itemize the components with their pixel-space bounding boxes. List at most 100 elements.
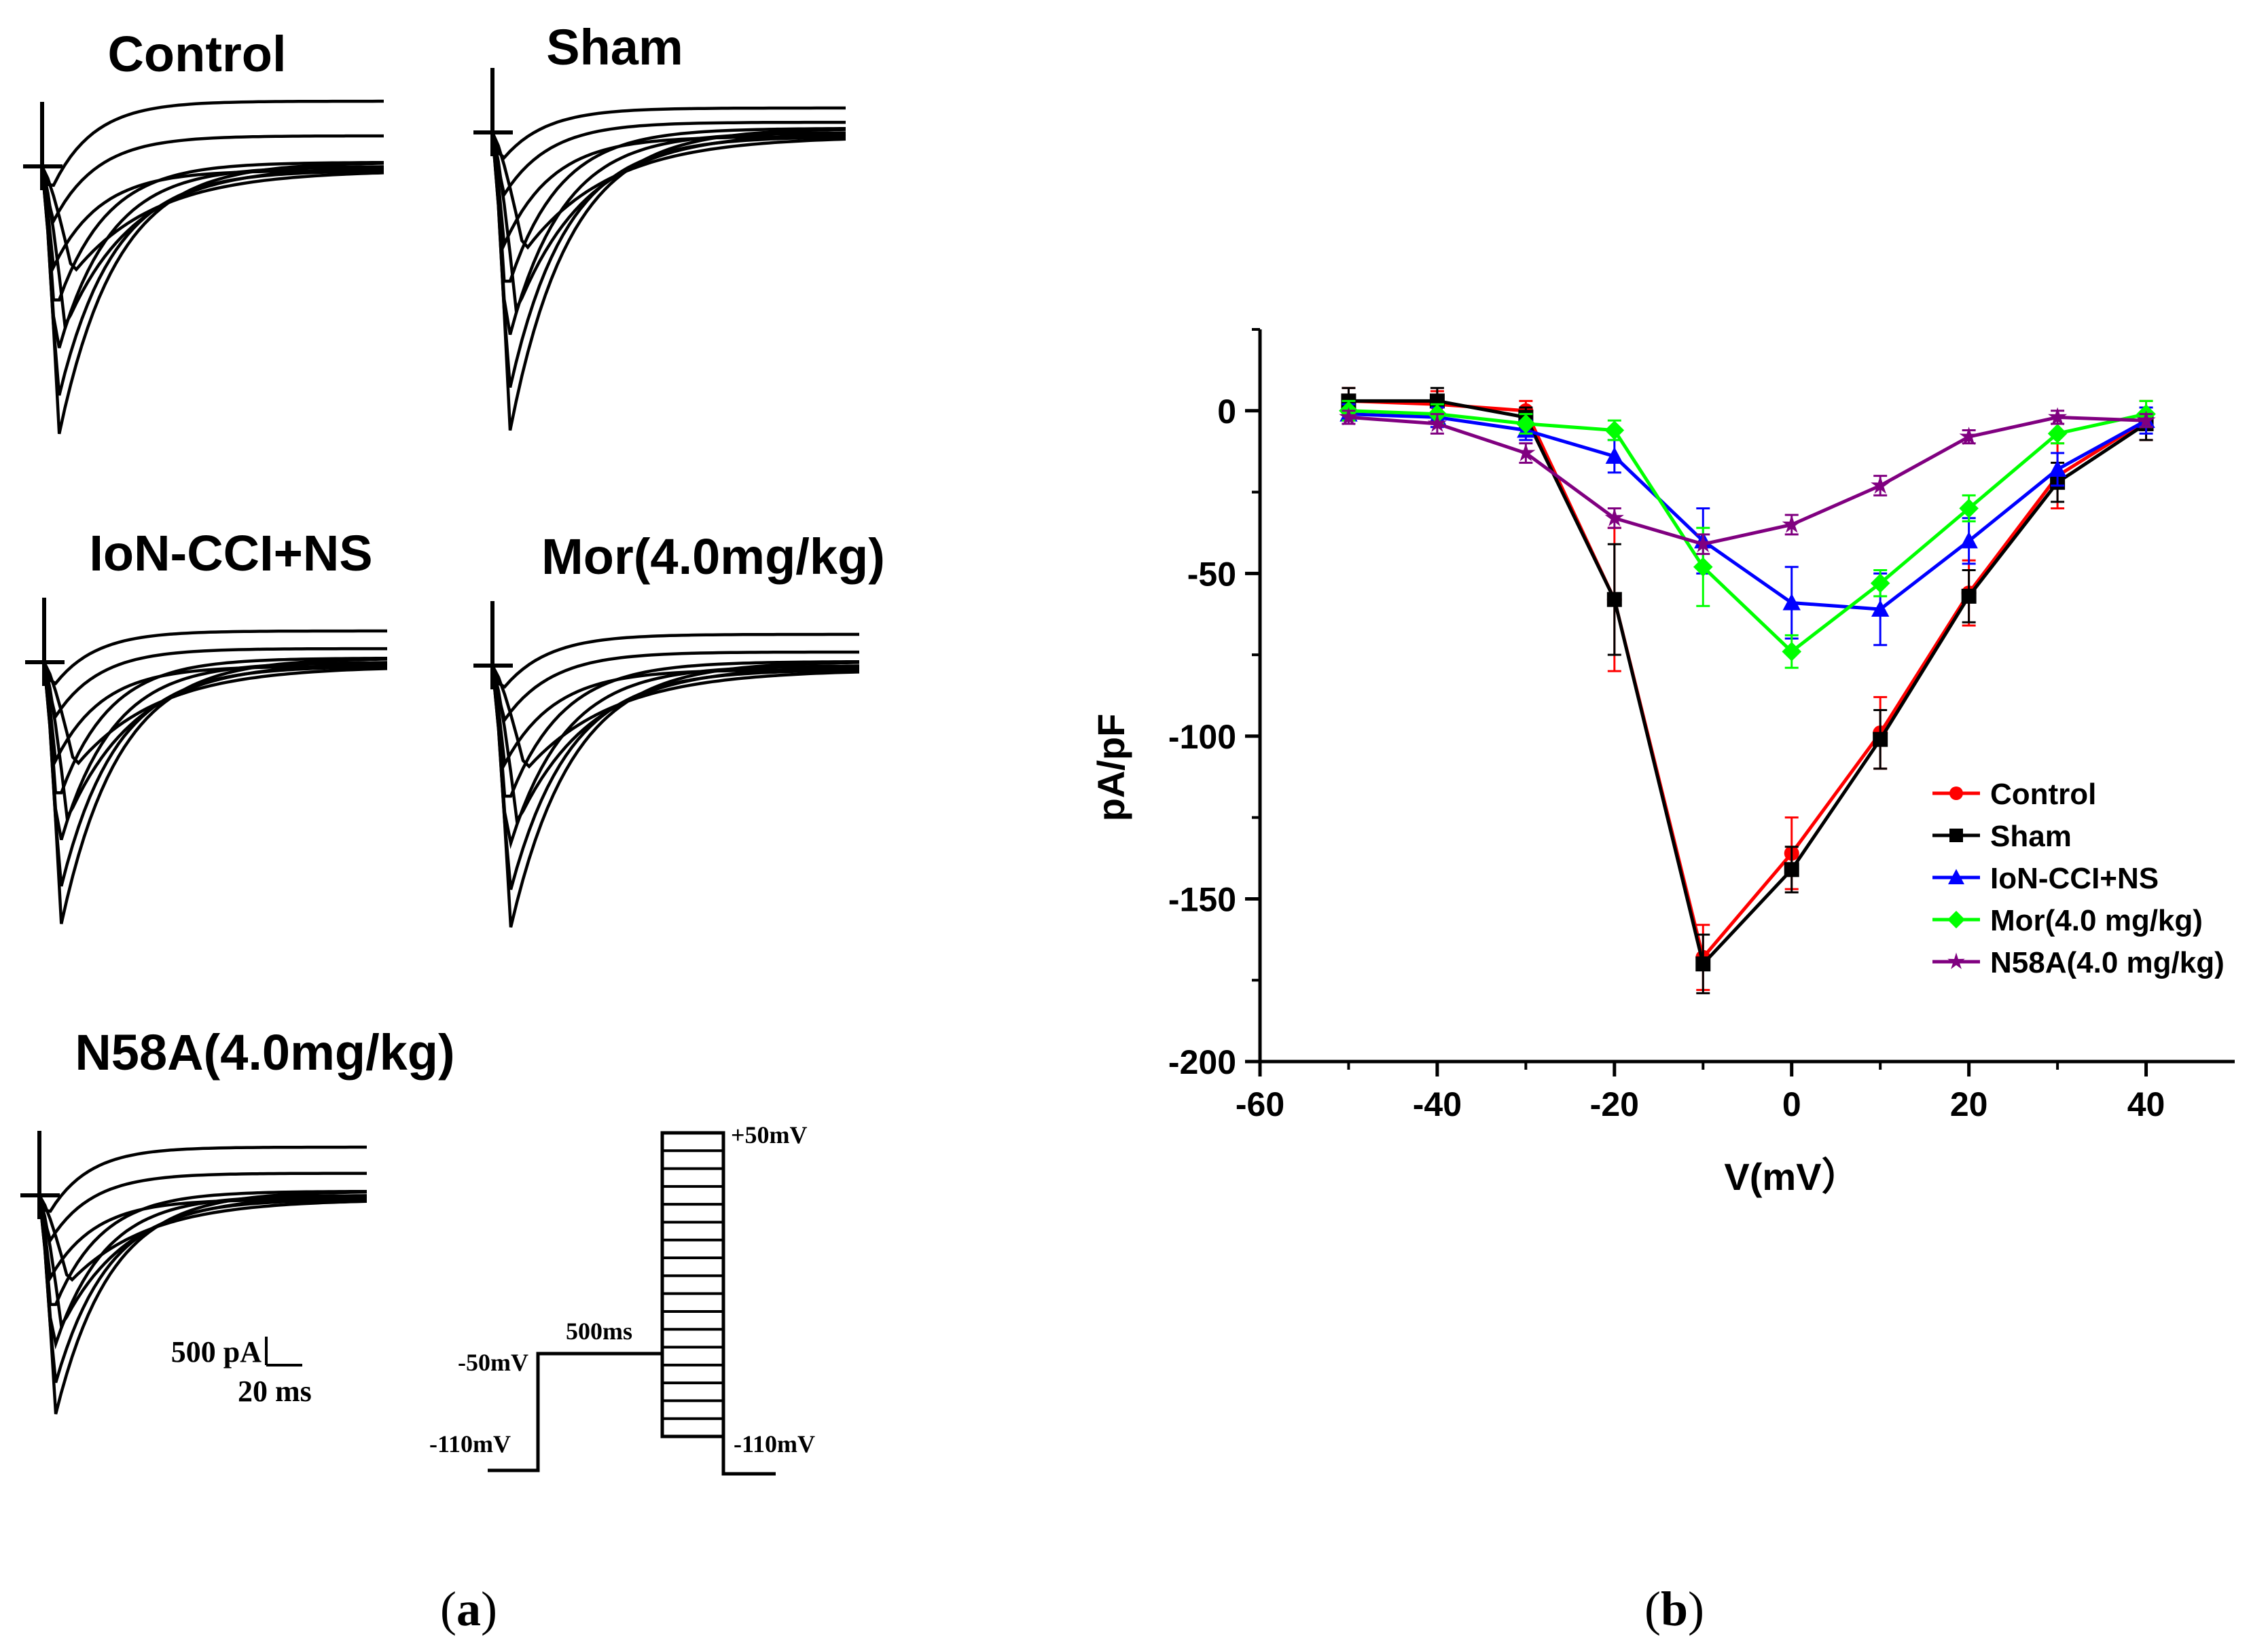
- data-point: [1693, 557, 1713, 577]
- current-trace: [40, 166, 384, 272]
- data-point: [1960, 531, 1978, 549]
- current-trace: [491, 664, 860, 769]
- legend-label: Control: [1990, 778, 2096, 811]
- data-point: [2048, 407, 2068, 426]
- data-point: [1870, 573, 1890, 594]
- voltage-protocol: +50mV 500ms -50mV -110mV -110mV: [429, 1121, 815, 1476]
- data-point: [1604, 508, 1624, 526]
- current-trace: [37, 1172, 367, 1244]
- trace-title-ion-cci-ns: IoN-CCI+NS: [89, 525, 372, 581]
- series-n58a-4-0-mg-kg-: [1339, 407, 2156, 556]
- scale-bar: 500 pA 20 ms: [171, 1335, 312, 1408]
- current-trace: [490, 665, 860, 825]
- protocol-hold-label: -110mV: [429, 1430, 511, 1458]
- series-line: [1348, 409, 2147, 654]
- trace-title-mor: Mor(4.0mg/kg): [541, 528, 885, 585]
- legend: Control Sham IoN-CCI+NS Mor(4.0 mg/kg) N58A(…: [1932, 778, 2225, 979]
- data-point: [1784, 862, 1799, 877]
- current-trace: [490, 132, 846, 250]
- y-tick-label: -100: [1168, 718, 1236, 756]
- x-tick-label: -40: [1413, 1085, 1462, 1123]
- panel-a: Control Sham IoN-CCI+NS Mor(4.0mg/kg) N5…: [20, 19, 885, 1636]
- y-tick-label: -150: [1168, 880, 1236, 918]
- current-trace: [490, 661, 860, 928]
- current-traces-control: [23, 99, 384, 435]
- protocol-end-label: -110mV: [734, 1430, 815, 1458]
- current-trace: [42, 662, 387, 887]
- series-control: [1341, 386, 2154, 992]
- protocol-top-label: +50mV: [731, 1121, 808, 1148]
- current-trace: [37, 1195, 367, 1329]
- x-tick-label: 0: [1782, 1085, 1801, 1123]
- legend-label: Sham: [1990, 820, 2072, 853]
- current-trace: [37, 1194, 367, 1350]
- protocol-prepulse-label: -50mV: [458, 1349, 528, 1376]
- x-tick-label: 40: [2127, 1085, 2165, 1123]
- data-point: [1782, 642, 1802, 662]
- series-line: [1348, 415, 2146, 546]
- legend-marker: [1947, 911, 1965, 928]
- data-point: [1427, 414, 1447, 432]
- data-point: [2136, 410, 2156, 429]
- y-axis-label: pA/pF: [1090, 714, 1132, 822]
- current-trace: [37, 1189, 367, 1306]
- data-point: [1782, 593, 1801, 611]
- current-trace: [490, 106, 846, 160]
- data-point: [1693, 534, 1713, 553]
- legend-label: IoN-CCI+NS: [1990, 862, 2159, 895]
- x-tick-label: -60: [1236, 1085, 1284, 1123]
- series-line: [1348, 399, 2147, 968]
- current-trace: [490, 131, 846, 336]
- scale-bar-current: 500 pA: [171, 1335, 262, 1369]
- current-trace: [42, 662, 388, 822]
- current-trace: [42, 662, 388, 765]
- current-trace: [490, 127, 846, 283]
- current-trace: [490, 650, 859, 724]
- legend-marker: [1947, 952, 1965, 969]
- current-traces-ion-cci-ns: [25, 598, 388, 924]
- x-tick-label: 20: [1950, 1085, 1988, 1123]
- svg-text:(b): (b): [1644, 1582, 1704, 1636]
- protocol-steps: [660, 1131, 725, 1438]
- current-trace: [40, 165, 384, 348]
- current-trace: [42, 629, 387, 686]
- current-trace: [42, 647, 387, 721]
- panel-b: -60 -40 -20 0 20 400-50-100-150-200 pA/pF V(m…: [1090, 328, 2235, 1636]
- y-tick-label: -50: [1187, 555, 1236, 593]
- current-trace: [490, 660, 859, 798]
- data-point: [1782, 514, 1801, 533]
- data-point: [1959, 427, 1979, 446]
- current-traces-n58a: [20, 1131, 367, 1415]
- x-axis-label: V(mV）: [1724, 1155, 1859, 1198]
- protocol-duration-label: 500ms: [566, 1318, 632, 1345]
- current-trace: [38, 1194, 367, 1282]
- series-line: [1348, 412, 2147, 611]
- data-point: [2048, 460, 2067, 477]
- protocol-step-box: [660, 1131, 725, 1438]
- data-point: [1606, 592, 1622, 607]
- current-trace: [40, 134, 384, 225]
- legend-marker: [1948, 869, 1964, 884]
- chart-series: [1339, 386, 2156, 994]
- current-trace: [40, 166, 384, 396]
- series-sham: [1341, 386, 2154, 994]
- data-point: [1959, 499, 1979, 518]
- current-trace: [42, 661, 388, 841]
- data-point: [1961, 588, 1977, 604]
- data-point: [1871, 475, 1890, 494]
- trace-title-sham: Sham: [546, 19, 683, 75]
- legend-marker: [1949, 786, 1963, 800]
- current-trace: [42, 657, 387, 795]
- data-point: [1516, 414, 1536, 434]
- caption-a: (a): [440, 1582, 497, 1636]
- current-trace: [490, 632, 859, 689]
- trace-title-n58a: N58A(4.0mg/kg): [75, 1024, 454, 1081]
- data-point: [1516, 443, 1536, 462]
- current-trace: [37, 1190, 367, 1415]
- scale-bar-time: 20 ms: [238, 1375, 312, 1408]
- legend-label: N58A(4.0 mg/kg): [1990, 946, 2225, 979]
- current-trace: [490, 664, 860, 850]
- current-trace: [490, 132, 846, 388]
- x-tick-label: -20: [1590, 1085, 1639, 1123]
